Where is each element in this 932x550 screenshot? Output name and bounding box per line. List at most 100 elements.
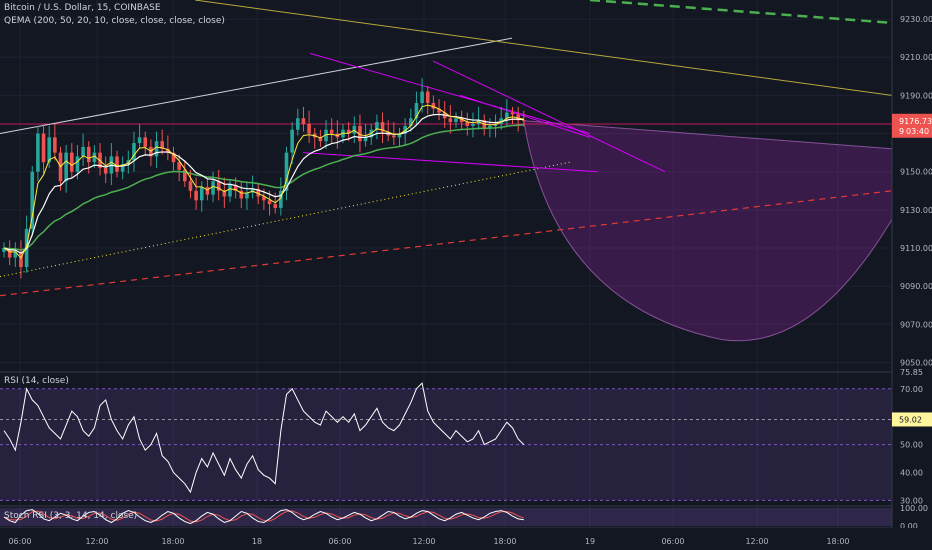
candle-body [505,112,509,119]
candle-body [2,248,6,252]
last-price-text: 9176.73 [899,117,932,126]
ema-long-line [3,124,524,251]
candle-body [329,129,334,134]
candle-body [459,118,464,123]
candle-body [228,185,232,197]
candle-body [81,146,85,157]
support-trendline [0,161,571,278]
rsi-tick-label: 40.00 [900,469,923,478]
candle-body [239,190,244,199]
upper-trendline [0,37,513,135]
candle-body [86,146,91,163]
candle-body [143,137,148,147]
time-axis-bg [0,528,932,550]
rsi-tick-label: 50.00 [900,441,923,450]
candle-body [296,118,300,130]
pitch-line [309,52,591,135]
time-tick-label: 18:00 [493,537,516,546]
candle-body [166,148,170,153]
rsi-pane [0,382,892,501]
lower-dashed-trendline [0,190,893,297]
stoch-rsi-pane [0,507,892,527]
time-tick-label: 06:00 [661,537,684,546]
pitch-line [432,60,666,173]
candle-body [177,162,181,170]
ema-slow-line [3,113,524,254]
candle-body [301,118,306,124]
price-tick-label: 9070.00 [900,320,932,329]
stoch-tick-label: 100.00 [900,504,928,513]
candle-body [448,118,453,123]
pitch-line [459,94,591,138]
time-tick-label: 06:00 [328,537,351,546]
candle-body [41,133,46,163]
candle-body [126,160,131,165]
stoch-legend: Stoch RSI (3, 3, 14, 14, close) [4,511,138,521]
candle-body [273,204,277,208]
candle-body [256,188,261,197]
candle-body [70,152,74,172]
candle-body [154,141,159,157]
green-dashed-trendline [589,0,893,25]
chart-title: Bitcoin / U.S. Dollar, 15, COINBASE [4,3,161,13]
candle-body [380,122,385,132]
candle-body [488,125,492,128]
candle-body [403,125,407,134]
price-tick-label: 9210.00 [900,53,932,62]
candle-body [171,152,176,163]
rsi-line [3,382,525,494]
price-tick-label: 9050.00 [900,358,932,367]
time-tick-label: 18:00 [826,537,849,546]
candle-body [471,124,475,126]
resistance-trendline [194,0,893,96]
candle-body [318,137,323,142]
candle-body [414,103,419,119]
candle-body [211,181,215,195]
candle-body [375,122,379,130]
candle-body [437,108,441,113]
time-tick-label: 12:00 [745,537,768,546]
candle-body [13,251,18,258]
rsi-tick-label: 70.00 [900,385,923,394]
candle-body [250,188,255,193]
candle-body [47,137,51,163]
candle-body [363,137,368,142]
candle-body [19,251,23,268]
rsi-current-tag [892,412,932,427]
price-tick-label: 9130.00 [900,206,932,215]
candle-body [36,133,40,172]
candle-body [510,112,515,115]
price-tick-label: 9110.00 [900,244,932,253]
price-axis-bg [892,0,932,550]
candle-body [392,135,396,138]
candle-body [53,137,57,153]
time-tick-label: 06:00 [8,537,31,546]
candle-body [222,190,227,197]
candle-body [346,129,351,134]
candle-body [183,169,187,182]
candle-body [245,192,249,199]
candle-body [64,152,68,182]
time-axis: 06:00 12:00 18:00 18 06:00 12:00 18:00 19 06:00 1… [0,528,932,550]
candle-body [409,118,413,126]
candle-body [425,91,430,104]
candle-body [352,125,357,134]
candle-body [397,133,402,138]
candle-body [454,118,458,123]
time-tick-label: 18:00 [161,537,184,546]
stoch-k-line [3,509,524,524]
candle-body [465,122,470,126]
candle-body [103,167,108,174]
price-tick-label: 9150.00 [900,168,932,177]
candle-body [522,120,526,122]
rsi-legend: RSI (14, close) [4,376,69,386]
price-tick-label: 9190.00 [900,91,932,100]
drawings-layer [0,0,893,342]
price-tick-label: 9090.00 [900,282,932,291]
candle-body [132,143,136,161]
candle-body [284,152,289,191]
projection-cone [523,120,893,342]
candle-body [137,137,142,144]
